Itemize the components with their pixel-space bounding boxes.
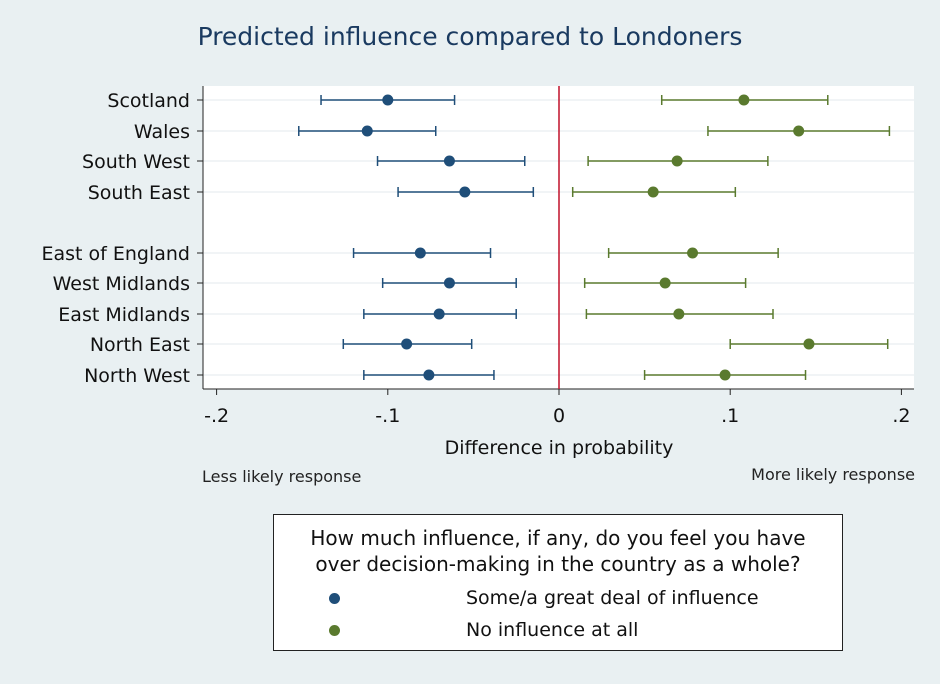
x-tick-label: .2 — [892, 405, 910, 427]
legend-label-some-influence: Some/a great deal of influence — [466, 587, 759, 609]
y-tick-label: South West — [82, 151, 190, 173]
x-tick-label: -.1 — [375, 405, 400, 427]
point-no-influence — [738, 94, 750, 106]
x-tick-label: -.2 — [204, 405, 229, 427]
point-some-influence — [423, 369, 435, 381]
point-no-influence — [687, 247, 699, 259]
point-no-influence — [671, 155, 683, 167]
point-no-influence — [803, 338, 815, 350]
y-tick-label: East of England — [41, 243, 190, 265]
y-tick-label: East Midlands — [58, 304, 190, 326]
point-no-influence — [647, 186, 659, 198]
y-tick-label: Wales — [134, 121, 190, 143]
point-some-influence — [433, 308, 445, 320]
legend: How much influence, if any, do you feel … — [273, 514, 843, 651]
y-tick-label: North East — [90, 334, 190, 356]
y-tick-label: Scotland — [107, 90, 190, 112]
point-no-influence — [719, 369, 731, 381]
point-some-influence — [443, 277, 455, 289]
point-some-influence — [401, 338, 413, 350]
y-tick-label: North West — [84, 365, 190, 387]
x-tick-label: .1 — [721, 405, 739, 427]
chart-title: Predicted influence compared to Londoner… — [197, 22, 743, 51]
point-no-influence — [659, 277, 671, 289]
legend-marker-no-influence — [329, 625, 340, 636]
legend-label-no-influence: No influence at all — [466, 619, 639, 641]
point-no-influence — [793, 125, 805, 137]
x-axis-label: Difference in probability — [445, 437, 674, 459]
point-some-influence — [414, 247, 426, 259]
point-some-influence — [459, 186, 471, 198]
y-tick-label: South East — [88, 182, 190, 204]
annotation-more-likely: More likely response — [751, 465, 915, 484]
point-no-influence — [673, 308, 685, 320]
annotation-less-likely: Less likely response — [202, 467, 362, 486]
x-tick-label: 0 — [553, 405, 565, 427]
y-tick-label: West Midlands — [53, 273, 190, 295]
point-some-influence — [382, 94, 394, 106]
legend-title: How much influence, if any, do you feel … — [310, 526, 806, 576]
point-some-influence — [443, 155, 455, 167]
point-some-influence — [361, 125, 373, 137]
legend-marker-some-influence — [329, 593, 340, 604]
